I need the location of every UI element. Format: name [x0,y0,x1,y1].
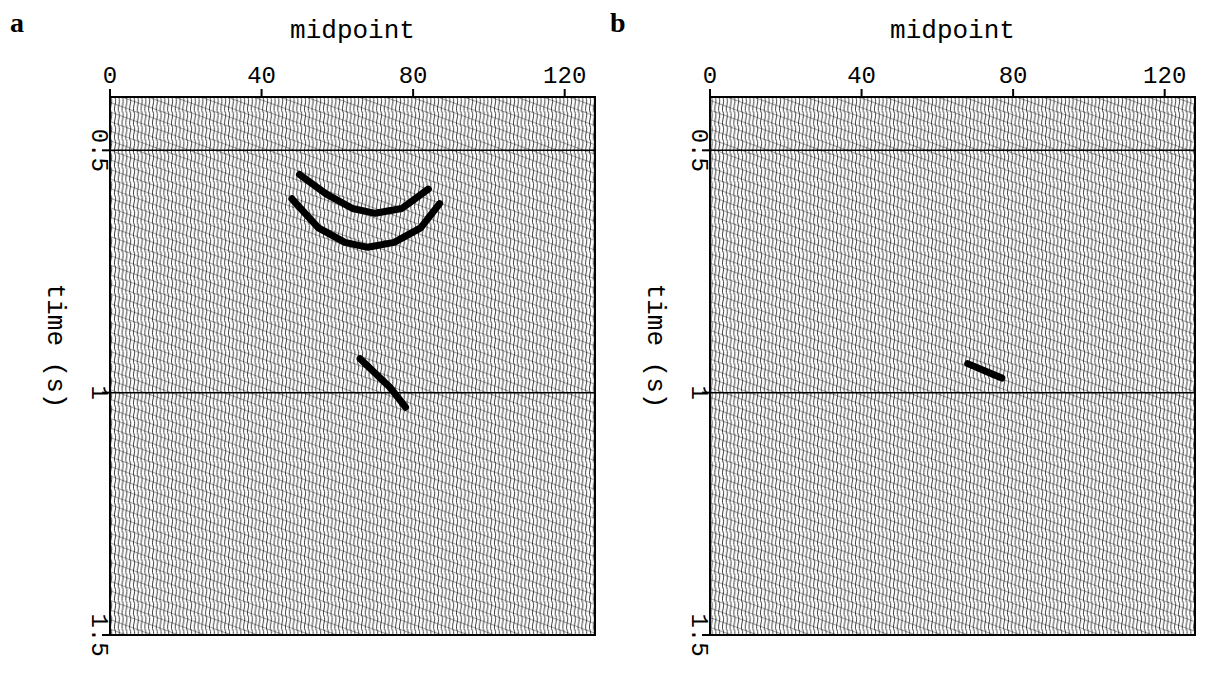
tick [109,89,111,97]
tick [861,89,863,97]
panel-letter: b [610,7,626,38]
tick-label: 80 [999,63,1028,90]
tick [709,89,711,97]
tick-label: 120 [1143,63,1186,90]
tick [564,89,566,97]
tick-label: 0 [703,63,717,90]
panel-letter: a [10,7,24,38]
grid-line [110,150,595,152]
frame [110,97,595,635]
tick-label: 1 [85,385,112,399]
event-line [300,175,429,214]
tick-label: 80 [399,63,428,90]
events [292,175,440,408]
tick-label: 1 [685,385,712,399]
tick-label: 1.5 [85,613,112,656]
figure: 0 40 80 120 midpoint 0.5 1 1.5 time (s) a 0 40 80 120… [0,0,1209,674]
grid-line [710,392,1195,394]
axis-title: time (s) [40,284,70,409]
tick [412,89,414,97]
trace-texture [710,97,1195,635]
panel: 0 40 80 120 midpoint 0.5 1 1.5 time (s) a [10,7,595,657]
axis-title: midpoint [290,16,415,46]
event-line [360,359,405,408]
tick-label: 40 [847,63,876,90]
tick-label: 0.5 [85,129,112,172]
axis-title: time (s) [640,284,670,409]
tick-label: 0 [103,63,117,90]
tick [1164,89,1166,97]
tick [261,89,263,97]
tick-label: 40 [247,63,276,90]
grid-line [110,392,595,394]
trace-texture [710,97,1195,635]
axis-title: midpoint [890,16,1015,46]
tick-label: 0.5 [685,129,712,172]
events [968,364,1002,379]
frame [710,97,1195,635]
panel: 0 40 80 120 midpoint 0.5 1 1.5 time (s) b [610,7,1195,657]
trace-texture [110,97,595,635]
event-line [292,199,440,248]
tick-label: 1.5 [685,613,712,656]
trace-texture [110,97,595,635]
grid-line [710,150,1195,152]
tick-label: 120 [543,63,586,90]
event-line [968,364,1002,379]
tick [1012,89,1014,97]
